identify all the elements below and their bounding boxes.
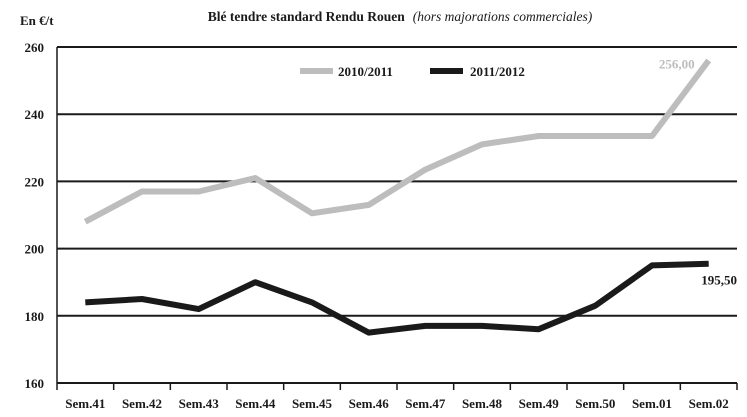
chart-subtitle: (hors majorations commerciales) [413,9,593,24]
x-tick-label: Sem.46 [349,396,390,411]
x-axis-ticks: Sem.41 Sem.42 Sem.43 Sem.44 Sem.45 Sem.46 Sem.… [56,383,738,411]
x-tick-label: Sem.47 [405,396,446,411]
x-tick-label: Sem.50 [575,396,615,411]
series-line-2011-2012 [85,260,709,336]
y-tick-label: 240 [25,107,45,122]
y-axis-unit-label: En €/t [20,13,54,28]
x-tick-label: Sem.42 [122,396,162,411]
y-tick-label: 260 [25,40,45,55]
legend-label: 2010/2011 [338,64,393,79]
chart-title: Blé tendre standard Rendu Rouen (hors ma… [208,8,593,25]
x-tick-label: Sem.48 [462,396,503,411]
series-lines [83,58,712,336]
series-line-2010-2011 [83,58,712,225]
x-tick-label: Sem.41 [65,396,105,411]
legend: 2010/2011 2011/2012 [300,64,525,79]
x-tick-label: Sem.01 [632,396,672,411]
chart-title-main: Blé tendre standard Rendu Rouen [208,9,406,24]
x-tick-label: Sem.02 [689,396,729,411]
gridlines [56,46,737,384]
x-tick-label: Sem.49 [519,396,560,411]
y-tick-label: 160 [25,376,45,391]
end-label-2010-2011: 256,00 [659,56,695,71]
end-label-2011-2012: 195,50 [701,273,737,288]
y-tick-label: 220 [25,174,45,189]
end-labels: 256,00 195,50 [659,56,737,287]
x-tick-label: Sem.45 [292,396,333,411]
x-tick-label: Sem.43 [179,396,220,411]
y-tick-label: 200 [25,242,45,257]
y-axis-ticks: 160 180 200 220 240 260 [25,40,45,391]
legend-label: 2011/2012 [470,64,525,79]
x-tick-label: Sem.44 [235,396,276,411]
y-tick-label: 180 [25,309,45,324]
